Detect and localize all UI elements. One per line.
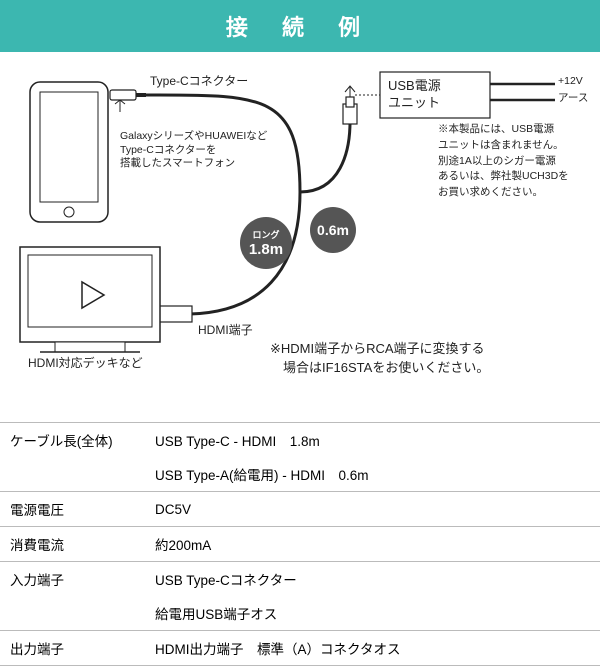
spec-val: HDMI出力端子 標準（A）コネクタオス bbox=[145, 631, 600, 666]
spec-key: 電源電圧 bbox=[0, 492, 145, 527]
long-len: 1.8m bbox=[249, 241, 283, 258]
spec-row: USB Type-A(給電用) - HDMI 0.6m bbox=[0, 457, 600, 492]
label-phone-desc: GalaxyシリーズやHUAWEIなど Type-Cコネクターを 搭載したスマー… bbox=[120, 130, 267, 171]
specs-table: ケーブル長(全体)USB Type-C - HDMI 1.8mUSB Type-… bbox=[0, 422, 600, 666]
label-power-note: ※本製品には、USB電源 ユニットは含まれません。 別途1A以上のシガー電源 あ… bbox=[438, 122, 569, 201]
spec-row: 出力端子HDMI出力端子 標準（A）コネクタオス bbox=[0, 631, 600, 666]
spec-val: USB Type-A(給電用) - HDMI 0.6m bbox=[145, 457, 600, 492]
label-hdmi-deck: HDMI対応デッキなど bbox=[28, 356, 143, 372]
hdmi-rca-note: ※HDMI端子からRCA端子に変換する 場合はIF16STAをお使いください。 bbox=[270, 338, 489, 376]
spec-row: 給電用USB端子オス bbox=[0, 596, 600, 631]
spec-row: ケーブル長(全体)USB Type-C - HDMI 1.8m bbox=[0, 423, 600, 458]
spec-row: 電源電圧DC5V bbox=[0, 492, 600, 527]
badge-short: 0.6m bbox=[310, 207, 356, 253]
header-title: 接 続 例 bbox=[226, 15, 374, 40]
spec-key bbox=[0, 457, 145, 492]
label-gnd: アース bbox=[558, 92, 588, 106]
spec-key: 消費電流 bbox=[0, 527, 145, 562]
spec-row: 入力端子USB Type-Cコネクター bbox=[0, 562, 600, 597]
badge-long: ロング 1.8m bbox=[240, 217, 292, 269]
spec-val: DC5V bbox=[145, 492, 600, 527]
spec-key: 出力端子 bbox=[0, 631, 145, 666]
short-len: 0.6m bbox=[317, 222, 349, 238]
label-12v: +12V bbox=[558, 75, 583, 89]
label-power-unit: USB電源 ユニット bbox=[388, 78, 441, 112]
spec-val: 給電用USB端子オス bbox=[145, 596, 600, 631]
label-typec: Type-Cコネクター bbox=[150, 74, 248, 90]
spec-key: ケーブル長(全体) bbox=[0, 423, 145, 458]
label-hdmi-terminal: HDMI端子 bbox=[198, 323, 253, 339]
diagram: Type-Cコネクター GalaxyシリーズやHUAWEIなど Type-Cコネ… bbox=[0, 52, 600, 422]
spec-key: 入力端子 bbox=[0, 562, 145, 597]
spec-val: USB Type-Cコネクター bbox=[145, 562, 600, 597]
spec-key bbox=[0, 596, 145, 631]
header: 接 続 例 bbox=[0, 0, 600, 52]
spec-val: 約200mA bbox=[145, 527, 600, 562]
long-tag: ロング bbox=[252, 228, 279, 241]
spec-row: 消費電流約200mA bbox=[0, 527, 600, 562]
spec-val: USB Type-C - HDMI 1.8m bbox=[145, 423, 600, 458]
